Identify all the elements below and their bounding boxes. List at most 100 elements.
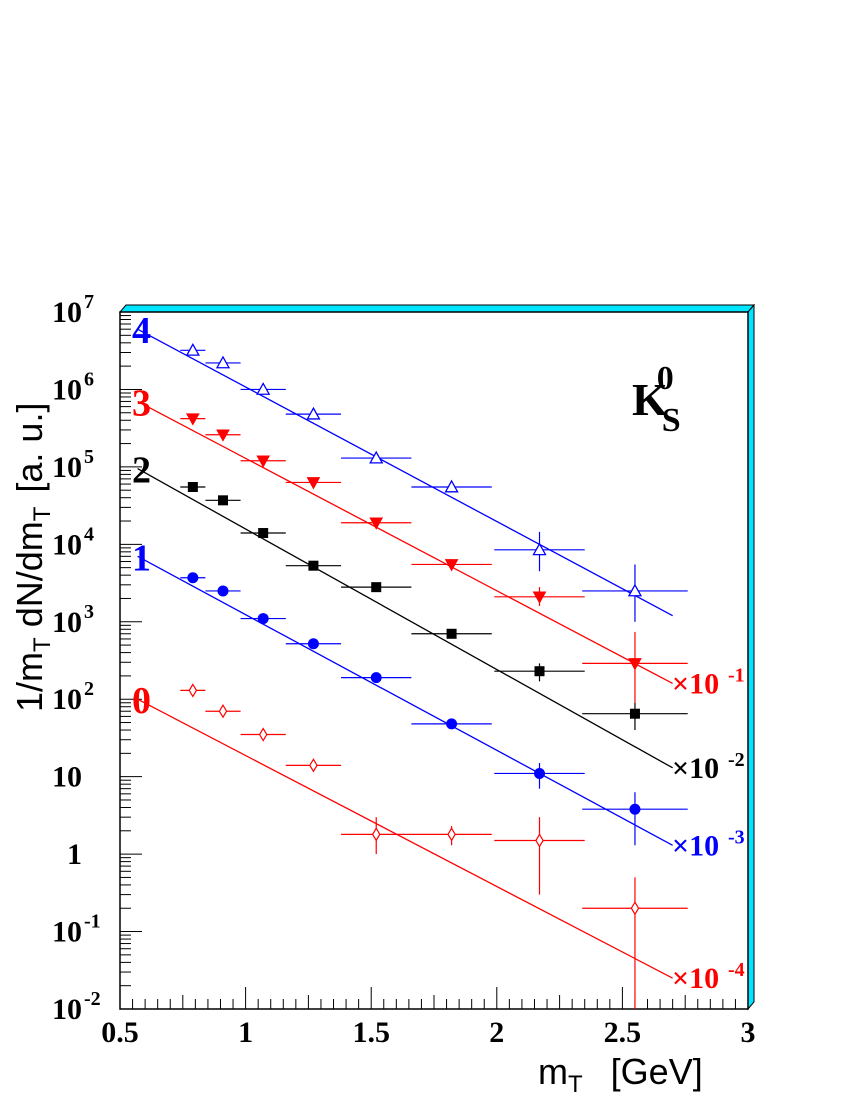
data-point-1 xyxy=(341,672,412,684)
marker xyxy=(217,495,228,506)
data-point-4 xyxy=(180,342,206,356)
data-point-1 xyxy=(582,792,688,846)
fit-line-0 xyxy=(137,698,673,979)
series-label-2: 2 xyxy=(132,450,151,492)
marker xyxy=(629,803,641,815)
marker xyxy=(371,827,381,842)
data-point-4 xyxy=(205,355,241,369)
scale-factor-3: ×10 xyxy=(672,667,719,700)
data-point-4 xyxy=(411,479,492,493)
data-point-3 xyxy=(180,413,206,426)
y-tick-exponent: 6 xyxy=(84,368,94,390)
marker xyxy=(629,708,640,719)
marker xyxy=(371,582,382,593)
data-point-2 xyxy=(180,481,206,492)
scale-factor-1: ×10 xyxy=(672,829,719,862)
series-label-4: 4 xyxy=(132,310,151,352)
series-label-3: 3 xyxy=(132,382,151,424)
data-point-4 xyxy=(494,531,585,572)
y-tick-label: 10 xyxy=(52,373,82,406)
data-point-3 xyxy=(240,455,286,468)
data-point-0 xyxy=(582,877,688,1009)
x-tick-label: 0.5 xyxy=(101,1016,139,1049)
y-tick-exponent: 2 xyxy=(84,678,94,700)
data-point-3 xyxy=(285,477,342,490)
marker xyxy=(627,583,643,597)
data-point-0 xyxy=(411,826,492,846)
y-tick-exponent: 5 xyxy=(84,446,94,468)
marker xyxy=(306,406,321,420)
marker xyxy=(187,481,198,492)
data-point-4 xyxy=(285,406,342,420)
data-point-0 xyxy=(494,817,585,895)
y-tick-exponent: -1 xyxy=(84,911,101,933)
frame-right-edge xyxy=(747,303,755,1011)
particle-main: K xyxy=(632,374,668,425)
data-point-0 xyxy=(240,727,286,742)
data-point-0 xyxy=(180,683,206,698)
x-tick-label: 2 xyxy=(489,1016,504,1049)
y-tick-exponent: 3 xyxy=(84,601,94,623)
fit-lines xyxy=(137,328,673,979)
marker xyxy=(185,342,200,356)
series-label-0: 0 xyxy=(132,680,151,722)
data-point-1 xyxy=(205,585,241,597)
y-tick-label: 1 xyxy=(67,838,82,871)
marker xyxy=(532,591,547,604)
marker xyxy=(256,382,271,395)
marker xyxy=(446,718,458,730)
y-axis-title: 1/mT dN/dmT[a. u.] xyxy=(9,403,56,712)
plot-frame xyxy=(119,311,749,1010)
marker xyxy=(444,479,459,493)
data-point-1 xyxy=(180,572,206,584)
marker xyxy=(369,450,384,464)
x-axis-sub: T xyxy=(568,1071,583,1098)
marker xyxy=(258,528,269,539)
y-tick-exponent: -2 xyxy=(84,988,101,1010)
fit-line-2 xyxy=(137,468,673,769)
y-tick-exponent: 7 xyxy=(84,291,94,313)
y-tick-exponent: 4 xyxy=(84,523,94,545)
data-point-2 xyxy=(285,560,342,571)
series-label-1: 1 xyxy=(132,537,151,579)
factor-labels: ×10 -1 ×10 -2 ×10 -3 ×10 -4 xyxy=(672,664,745,995)
marker xyxy=(369,517,384,530)
data-point-3 xyxy=(205,429,241,442)
y-tick-label: 10 xyxy=(52,761,82,794)
scale-factor-exp-3: -1 xyxy=(728,664,745,686)
marker xyxy=(309,758,318,773)
frame-top-edge xyxy=(118,304,756,313)
marker xyxy=(256,455,271,468)
data-point-3 xyxy=(411,559,492,572)
scale-factor-exp-2: -2 xyxy=(728,749,745,771)
y-axis-sub2: T xyxy=(29,506,56,521)
marker xyxy=(216,429,230,442)
y-axis-sub1: T xyxy=(29,637,56,652)
x-axis-main: m xyxy=(538,1051,568,1092)
marker xyxy=(307,638,319,650)
marker xyxy=(532,542,547,556)
y-tick-label: 10 xyxy=(52,606,82,639)
y-axis-unit: [a. u.] xyxy=(9,403,50,493)
data-point-1 xyxy=(240,613,286,625)
data-point-2 xyxy=(341,582,412,593)
x-tick-labels: 0.5 1 1.5 2 2.5 3 xyxy=(101,1016,755,1049)
scale-factor-0: ×10 xyxy=(672,962,719,995)
marker xyxy=(218,704,228,719)
data-point-0 xyxy=(205,704,241,719)
data-point-3 xyxy=(494,587,585,606)
y-tick-label: 10 xyxy=(52,528,82,561)
scale-factor-2: ×10 xyxy=(672,752,719,785)
marker xyxy=(257,613,269,625)
data-point-0 xyxy=(285,758,342,773)
data-point-0 xyxy=(341,817,412,855)
x-tick-label: 3 xyxy=(741,1016,756,1049)
y-tick-label: 10 xyxy=(52,916,82,949)
data-point-4 xyxy=(240,382,286,395)
marker xyxy=(185,413,200,426)
y-axis-mid: dN/dm xyxy=(9,521,50,637)
particle-sup: 0 xyxy=(657,360,674,397)
marker xyxy=(630,901,640,916)
